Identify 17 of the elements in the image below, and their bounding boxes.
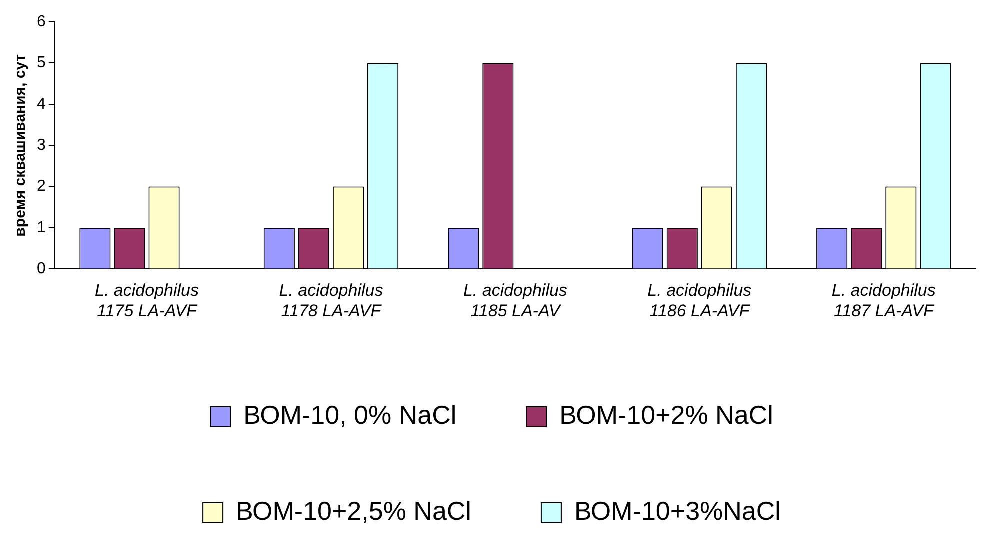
- x-tick-label: L. acidophilus 1186 LA-AVF: [648, 281, 752, 321]
- legend-label: ВОМ-10, 0% NaCl: [244, 400, 457, 430]
- y-tick-label: 3: [36, 137, 46, 154]
- y-tick-label: 4: [36, 96, 46, 113]
- y-tick-label: 2: [36, 178, 46, 196]
- x-tick-label: L. acidophilus 1185 LA-AV: [463, 281, 568, 321]
- y-tick-label: 6: [36, 13, 46, 30]
- y-axis-title: время сквашивания, сут: [12, 54, 30, 237]
- x-tick-label: L. acidophilus 1175 LA-AVF: [95, 281, 200, 321]
- x-tick-label: L. acidophilus 1178 LA-AVF: [279, 281, 384, 321]
- y-tick-label: 0: [36, 260, 46, 278]
- x-tick-label: L. acidophilus 1187 LA-AVF: [832, 281, 936, 321]
- legend-label: ВОМ-10+2,5% NaCl: [236, 496, 472, 526]
- legend-label: ВОМ-10+2% NaCl: [560, 400, 774, 430]
- legend-label: ВОМ-10+3%NaCl: [574, 496, 781, 526]
- y-tick-label: 5: [36, 54, 46, 72]
- y-tick-label: 1: [36, 219, 46, 236]
